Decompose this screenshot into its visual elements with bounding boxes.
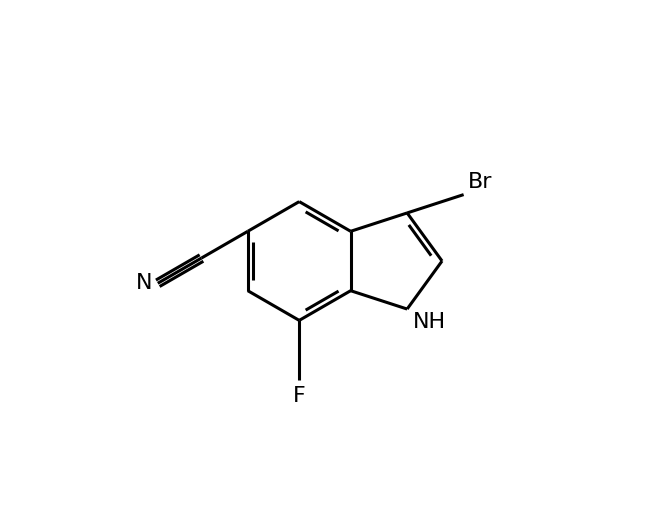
Text: F: F — [293, 386, 306, 406]
Text: N: N — [136, 274, 152, 293]
Text: Br: Br — [468, 172, 492, 192]
Text: NH: NH — [413, 312, 446, 331]
